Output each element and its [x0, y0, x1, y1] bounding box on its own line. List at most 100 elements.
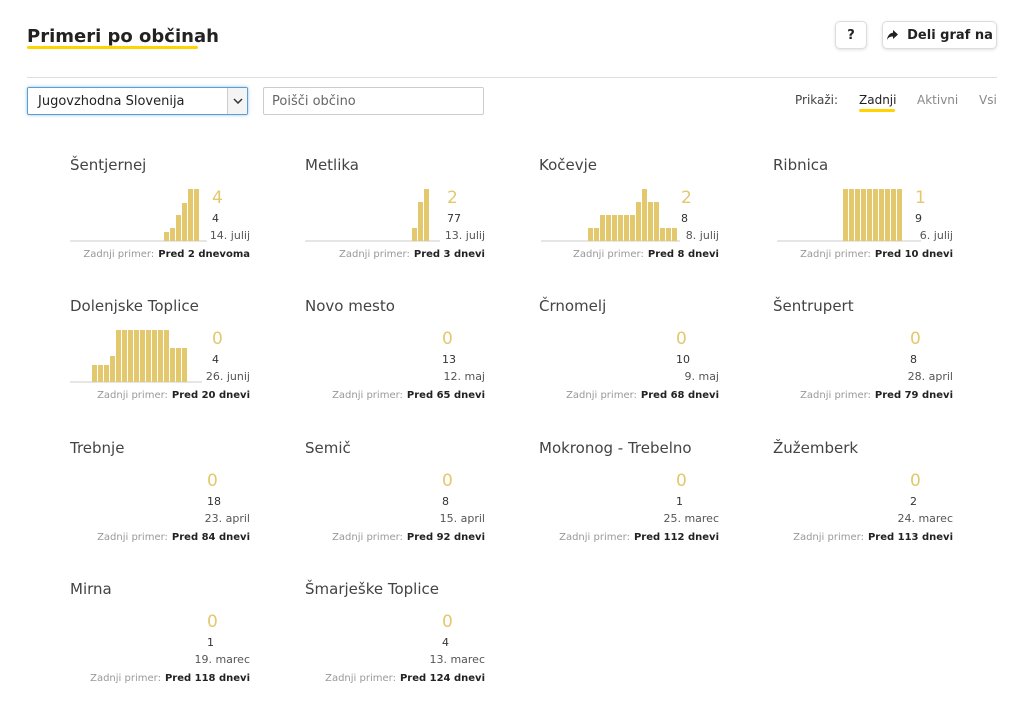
- municipality-name: Ribnica: [773, 156, 829, 174]
- last-case-value: Pred 3 dnevi: [413, 249, 485, 260]
- histogram-bar: [588, 228, 593, 241]
- municipality-card: Šentrupert 0 8 28. april Zadnji primer: Pred …: [773, 297, 963, 422]
- histogram-bar: [164, 232, 169, 241]
- histogram-bar: [666, 228, 671, 241]
- last-case-date: 9. maj: [684, 370, 719, 383]
- histogram-bar: [618, 215, 623, 241]
- last-case-line: Zadnji primer: Pred 65 dnevi: [332, 390, 485, 401]
- histogram-bar: [176, 348, 181, 382]
- search-input[interactable]: [263, 87, 484, 115]
- histogram-bar: [188, 189, 193, 241]
- histogram-bar: [128, 330, 133, 382]
- last-case-line: Zadnji primer: Pred 79 dnevi: [800, 390, 953, 401]
- municipality-card: Dolenjske Toplice 0 4 26. junij Zadnji prime…: [70, 297, 260, 422]
- last-case-line: Zadnji primer: Pred 2 dnevoma: [83, 249, 250, 260]
- histogram-bar: [849, 189, 854, 241]
- active-cases: 0: [442, 471, 453, 491]
- filter-all[interactable]: Vsi: [979, 93, 997, 107]
- municipality-name: Šentrupert: [773, 297, 854, 315]
- total-cases: 1: [676, 495, 683, 508]
- histogram-bar: [885, 189, 890, 241]
- total-cases: 8: [681, 212, 688, 225]
- last-case-value: Pred 2 dnevoma: [158, 249, 250, 260]
- municipality-card: Semič 0 8 15. april Zadnji primer: Pred 92 dn…: [305, 439, 495, 564]
- active-cases: 0: [207, 471, 218, 491]
- active-cases: 0: [910, 329, 921, 349]
- page-title: Primeri po občinah: [27, 26, 219, 47]
- last-case-date: 6. julij: [919, 229, 953, 242]
- last-case-label: Zadnji primer:: [559, 532, 630, 543]
- filter-last[interactable]: Zadnji: [859, 93, 897, 107]
- histogram-bar: [412, 228, 417, 241]
- last-case-label: Zadnji primer:: [339, 249, 410, 260]
- filter-active[interactable]: Aktivni: [917, 93, 959, 107]
- active-cases: 0: [910, 471, 921, 491]
- last-case-label: Zadnji primer:: [83, 249, 155, 260]
- active-cases: 0: [442, 329, 453, 349]
- last-case-line: Zadnji primer: Pred 68 dnevi: [566, 390, 719, 401]
- histogram-bar: [612, 215, 617, 241]
- last-case-date: 14. julij: [209, 229, 250, 242]
- last-case-line: Zadnji primer: Pred 8 dnevi: [573, 249, 719, 260]
- last-case-value: Pred 92 dnevi: [406, 532, 485, 543]
- share-button[interactable]: Deli graf na: [882, 21, 997, 49]
- last-case-date: 13. marec: [429, 653, 485, 666]
- histogram-bar: [672, 228, 677, 241]
- histogram-bar: [648, 202, 653, 241]
- total-cases: 2: [910, 495, 917, 508]
- histogram-bar: [182, 348, 187, 382]
- municipality-card: Novo mesto 0 13 12. maj Zadnji primer: Pred 6…: [305, 297, 495, 422]
- last-case-line: Zadnji primer: Pred 112 dnevi: [559, 532, 719, 543]
- histogram-bar: [146, 330, 151, 382]
- last-case-label: Zadnji primer:: [97, 390, 168, 401]
- active-cases: 0: [676, 329, 687, 349]
- total-cases: 4: [212, 353, 219, 366]
- histogram-bar: [110, 356, 115, 382]
- municipality-card: Mokronog - Trebelno 0 1 25. marec Zadnji pri…: [539, 439, 729, 564]
- histogram-bar: [182, 203, 187, 241]
- histogram-bar: [636, 202, 641, 241]
- total-cases: 18: [207, 495, 221, 508]
- histogram-bar: [140, 330, 145, 382]
- histogram-bar: [98, 365, 103, 382]
- municipality-name: Metlika: [305, 156, 360, 174]
- last-case-label: Zadnji primer:: [800, 390, 871, 401]
- histogram-bar: [92, 365, 97, 382]
- last-case-line: Zadnji primer: Pred 10 dnevi: [800, 249, 953, 260]
- municipality-card: Šentjernej 4 4 14. julij Zadnji primer: Pred …: [70, 156, 260, 281]
- histogram-bar: [891, 189, 896, 241]
- last-case-date: 24. marec: [897, 512, 953, 525]
- histogram-bar: [122, 330, 127, 382]
- last-case-line: Zadnji primer: Pred 3 dnevi: [339, 249, 485, 260]
- last-case-label: Zadnji primer:: [800, 249, 871, 260]
- last-case-label: Zadnji primer:: [325, 673, 396, 684]
- last-case-label: Zadnji primer:: [97, 532, 168, 543]
- help-button[interactable]: ?: [835, 21, 867, 49]
- total-cases: 1: [207, 636, 214, 649]
- active-cases: 0: [207, 612, 218, 632]
- last-case-date: 8. julij: [685, 229, 719, 242]
- total-cases: 10: [676, 353, 690, 366]
- last-case-date: 28. april: [907, 370, 953, 383]
- municipality-name: Črnomelj: [539, 297, 607, 315]
- histogram-bar: [606, 215, 611, 241]
- municipality-card: Trebnje 0 18 23. april Zadnji primer: Pred 84…: [70, 439, 260, 564]
- last-case-value: Pred 68 dnevi: [640, 390, 719, 401]
- chevron-down-icon[interactable]: [227, 88, 247, 114]
- histogram-bar: [897, 189, 902, 241]
- active-cases: 2: [681, 188, 692, 208]
- municipality-name: Dolenjske Toplice: [70, 297, 199, 315]
- region-select-value: Jugovzhodna Slovenija: [38, 94, 185, 109]
- histogram-bar: [867, 189, 872, 241]
- total-cases: 8: [910, 353, 917, 366]
- municipality-card: Metlika 2 77 13. julij Zadnji primer: Pred 3 …: [305, 156, 495, 281]
- share-icon: [887, 30, 899, 40]
- municipality-name: Mokronog - Trebelno: [539, 439, 692, 457]
- active-cases: 2: [447, 188, 458, 208]
- last-case-value: Pred 113 dnevi: [867, 532, 953, 543]
- histogram-bar: [879, 189, 884, 241]
- histogram-bar: [660, 228, 665, 241]
- municipality-name: Trebnje: [70, 439, 125, 457]
- title-underline: [27, 46, 198, 49]
- region-select[interactable]: Jugovzhodna Slovenija: [27, 87, 248, 115]
